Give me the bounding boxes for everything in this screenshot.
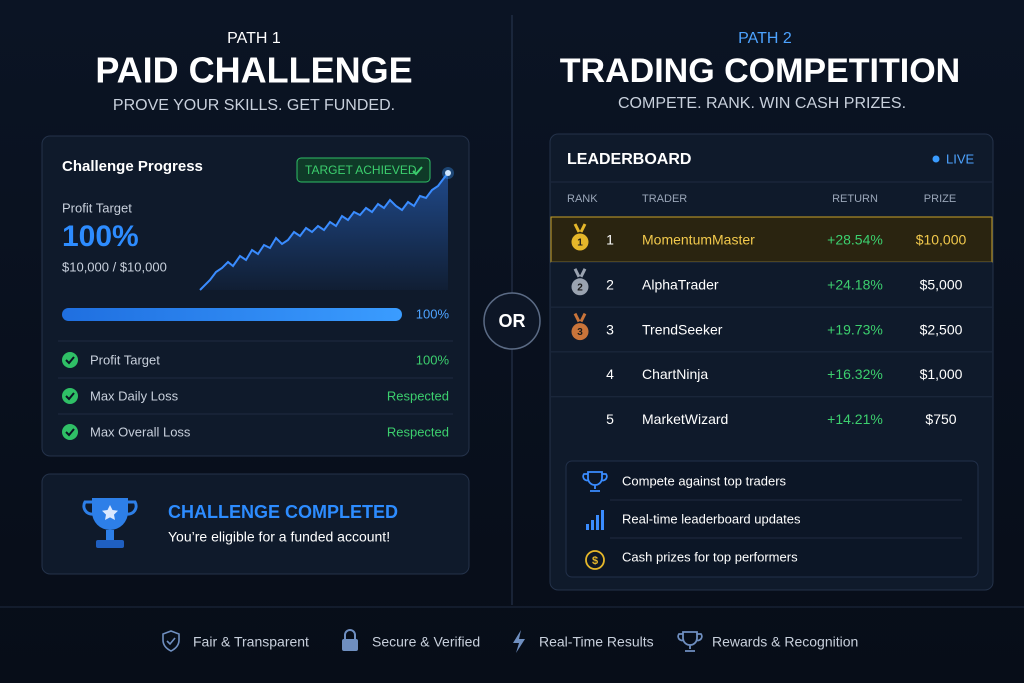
features-box	[565, 460, 979, 578]
title: TRADING COMPETITION	[560, 52, 960, 90]
badge	[296, 157, 431, 183]
trophy-icon	[82, 498, 138, 548]
trader: MomentumMaster	[642, 232, 755, 248]
medal-number: 1	[577, 238, 583, 249]
chart-area	[200, 173, 448, 290]
return: +14.21%	[827, 411, 883, 427]
live-dot	[932, 155, 940, 163]
completed-card	[41, 473, 470, 575]
check-icon	[62, 388, 78, 404]
medal-number: 3	[577, 327, 583, 338]
badge-text: TARGET ACHIEVED	[305, 163, 417, 177]
check-mark	[65, 392, 75, 401]
medal	[571, 233, 589, 251]
metric-value: 100%	[62, 220, 139, 253]
footer-item: Secure & Verified	[372, 634, 480, 650]
rank: 2	[606, 277, 614, 293]
medal-ribbon	[573, 312, 587, 323]
medal	[571, 323, 589, 341]
feature-text: Real-time leaderboard updates	[622, 511, 801, 526]
return: +28.54%	[827, 232, 883, 248]
footer-item: Rewards & Recognition	[712, 634, 858, 650]
prize: $1,000	[920, 366, 963, 382]
title: PAID CHALLENGE	[95, 50, 412, 91]
highlight-row	[550, 216, 993, 263]
trader: TrendSeeker	[642, 321, 723, 337]
return: +16.32%	[827, 366, 883, 382]
kicker: PATH 2	[738, 30, 792, 47]
trader: MarketWizard	[642, 411, 728, 427]
rank: 4	[606, 366, 614, 382]
check-icon	[62, 352, 78, 368]
check-label: Profit Target	[90, 352, 160, 367]
column-header: RETURN	[832, 193, 878, 205]
lock-icon	[342, 629, 358, 651]
leaderboard-title: LEADERBOARD	[567, 151, 691, 168]
badge-check	[412, 166, 423, 176]
kicker: PATH 1	[227, 30, 281, 47]
medal-ribbon	[573, 268, 587, 278]
check-status: 100%	[416, 352, 450, 367]
bolt-icon	[513, 630, 525, 653]
check-icon	[62, 424, 78, 440]
return: +24.18%	[827, 277, 883, 293]
trader: ChartNinja	[642, 366, 708, 382]
bars-icon	[586, 510, 604, 530]
money-bag-icon: $	[585, 550, 605, 570]
prize: $2,500	[920, 321, 963, 337]
footer-item: Fair & Transparent	[193, 634, 309, 650]
trophy-icon	[677, 631, 703, 652]
metric-detail: $10,000 / $10,000	[62, 259, 167, 274]
check-mark	[65, 428, 75, 437]
prize: $750	[925, 411, 956, 427]
completed-text: You’re eligible for a funded account!	[168, 529, 390, 545]
rank: 5	[606, 411, 614, 427]
completed-title: CHALLENGE COMPLETED	[168, 502, 398, 522]
subtitle: PROVE YOUR SKILLS. GET FUNDED.	[113, 97, 395, 114]
card-title: Challenge Progress	[62, 158, 203, 175]
bar-label: 100%	[416, 306, 450, 321]
check-label: Max Overall Loss	[90, 424, 191, 439]
shield-icon	[162, 630, 180, 652]
medal	[571, 278, 589, 296]
prize: $10,000	[916, 232, 967, 248]
return: +19.73%	[827, 321, 883, 337]
trophy-outline-icon	[582, 471, 608, 492]
or-text: OR	[499, 311, 526, 331]
rank: 3	[606, 321, 614, 337]
chart-dot	[445, 170, 451, 176]
progress-bar	[62, 308, 402, 321]
feature-text: Compete against top traders	[622, 473, 787, 488]
live-label: LIVE	[946, 151, 975, 166]
subtitle: COMPETE. RANK. WIN CASH PRIZES.	[618, 95, 906, 112]
trader: AlphaTrader	[642, 277, 719, 293]
medal-number: 2	[577, 282, 583, 293]
svg-text:$: $	[592, 555, 598, 567]
column-header: PRIZE	[924, 193, 956, 205]
chart-line	[199, 172, 449, 291]
column-header: TRADER	[642, 193, 687, 205]
progress-card	[41, 135, 470, 457]
check-status: Respected	[387, 388, 449, 403]
prize: $5,000	[920, 277, 963, 293]
or-circle	[483, 292, 541, 350]
footer-item: Real-Time Results	[539, 634, 654, 650]
metric-label: Profit Target	[62, 200, 132, 215]
check-mark	[65, 356, 75, 365]
rank: 1	[606, 232, 614, 248]
column-header: RANK	[567, 193, 598, 205]
check-status: Respected	[387, 424, 449, 439]
medal-ribbon	[573, 223, 587, 233]
feature-text: Cash prizes for top performers	[622, 549, 798, 564]
check-label: Max Daily Loss	[90, 388, 179, 403]
